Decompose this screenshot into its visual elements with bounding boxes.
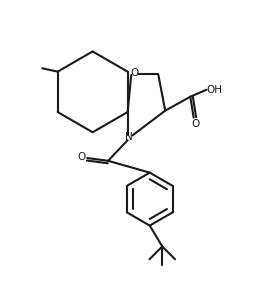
- Text: O: O: [77, 153, 85, 162]
- Text: O: O: [130, 68, 139, 78]
- Text: N: N: [125, 132, 133, 142]
- Text: O: O: [191, 119, 199, 129]
- Text: OH: OH: [207, 85, 223, 95]
